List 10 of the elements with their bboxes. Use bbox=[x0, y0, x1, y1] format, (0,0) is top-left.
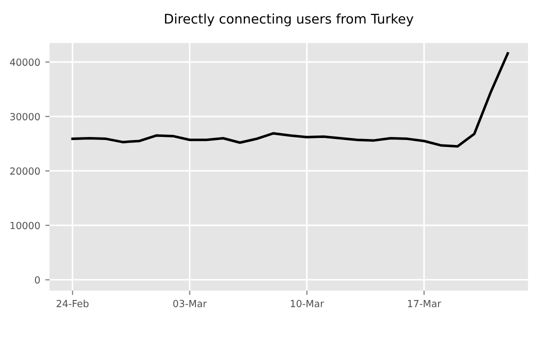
x-tick-label: 10-Mar bbox=[290, 300, 324, 308]
x-tick-label: 03-Mar bbox=[173, 300, 207, 308]
x-tick-label: 17-Mar bbox=[408, 300, 442, 308]
y-tick-label: 20000 bbox=[10, 167, 40, 175]
y-tick-label: 30000 bbox=[10, 112, 40, 120]
x-tick-label: 24-Feb bbox=[56, 300, 89, 308]
chart-title: Directly connecting users from Turkey bbox=[165, 14, 414, 26]
y-tick-label: 0 bbox=[34, 276, 40, 284]
y-tick-label: 40000 bbox=[10, 58, 40, 66]
y-tick-label: 10000 bbox=[10, 222, 40, 230]
